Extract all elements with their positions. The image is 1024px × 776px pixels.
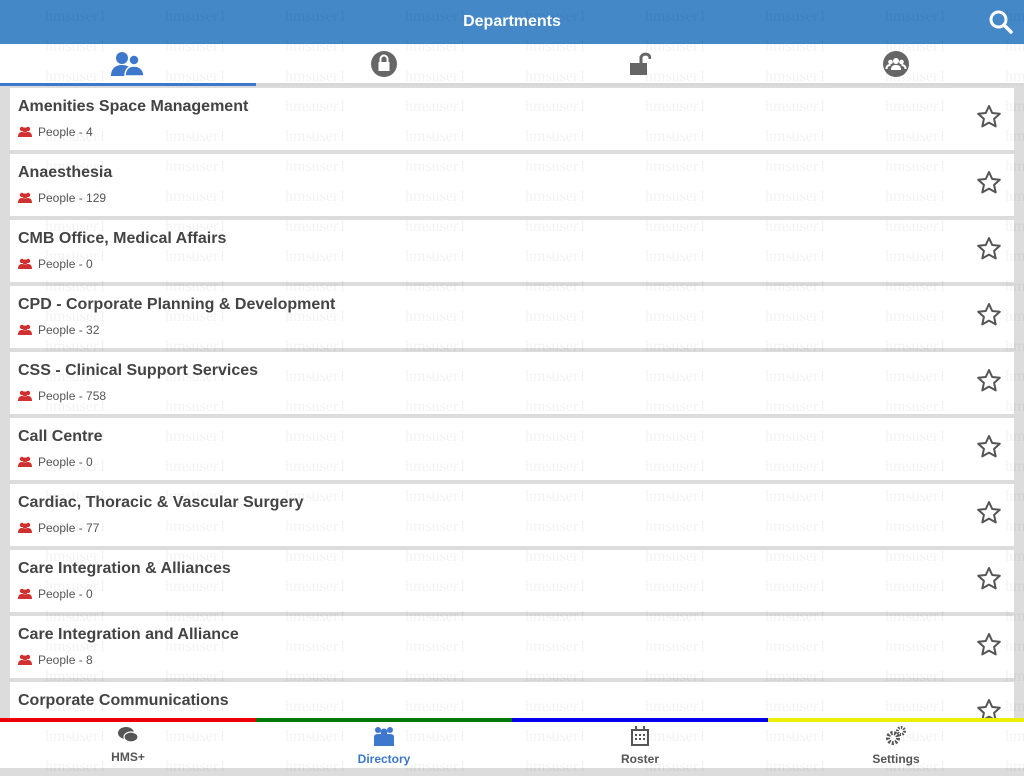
star-icon[interactable]: [976, 698, 1002, 724]
people-small-icon: [18, 522, 32, 533]
department-name: Corporate Communications: [18, 692, 229, 709]
search-icon[interactable]: [988, 9, 1014, 35]
page-title: Departments: [463, 13, 561, 30]
nav-hms[interactable]: HMS+: [0, 722, 256, 768]
people-count: People - 0: [18, 455, 1006, 469]
people-count-text: People - 0: [38, 455, 93, 469]
department-row[interactable]: CMB Office, Medical Affairs People - 0: [10, 220, 1014, 282]
star-icon[interactable]: [976, 632, 1002, 658]
tab-locked[interactable]: [256, 44, 512, 83]
star-icon[interactable]: [976, 368, 1002, 394]
star-icon[interactable]: [976, 302, 1002, 328]
people-count: People - 4: [18, 125, 1006, 139]
people-icon: [111, 51, 145, 77]
star-icon[interactable]: [976, 170, 1002, 196]
nav-label: Roster: [620, 752, 659, 766]
people-count-text: People - 758: [38, 389, 107, 403]
people-count: People - 0: [18, 257, 1006, 271]
chat-icon: [117, 726, 139, 747]
color-segment: [512, 718, 768, 722]
department-name: CMB Office, Medical Affairs: [18, 230, 227, 247]
department-list: Amenities Space Management People - 4 Anae…: [10, 88, 1014, 748]
department-row[interactable]: Cardiac, Thoracic & Vascular Surgery Peop…: [10, 484, 1014, 546]
color-segment: [768, 718, 1024, 722]
people-count: People - 129: [18, 191, 1006, 205]
people-count-text: People - 129: [38, 191, 107, 205]
star-icon[interactable]: [976, 500, 1002, 526]
nav-label: Directory: [357, 752, 411, 766]
tab-people[interactable]: [0, 44, 256, 86]
people-count-text: People - 0: [38, 587, 93, 601]
nav-label: Settings: [872, 752, 920, 766]
people-small-icon: [18, 654, 32, 665]
department-row[interactable]: Call Centre People - 0: [10, 418, 1014, 480]
people-count: People - 0: [18, 587, 1006, 601]
nav-settings[interactable]: Settings: [768, 722, 1024, 768]
people-count: People - 32: [18, 323, 1006, 337]
people-count-text: People - 0: [38, 257, 93, 271]
department-row[interactable]: CPD - Corporate Planning & Development Pe…: [10, 286, 1014, 348]
department-row[interactable]: CSS - Clinical Support Services People - …: [10, 352, 1014, 414]
header-bar: Departments: [0, 0, 1024, 44]
people-small-icon: [18, 588, 32, 599]
department-name: Cardiac, Thoracic & Vascular Surgery: [18, 494, 304, 511]
department-name: Amenities Space Management: [18, 98, 249, 115]
department-row[interactable]: Care Integration & Alliances People - 0: [10, 550, 1014, 612]
people-small-icon: [18, 126, 32, 137]
people-small-icon: [18, 390, 32, 401]
tab-bar: [0, 44, 1024, 86]
people-count-text: People - 32: [38, 323, 100, 337]
department-name: CSS - Clinical Support Services: [18, 362, 259, 379]
unlock-icon: [630, 52, 651, 75]
people-count-text: People - 4: [38, 125, 93, 139]
star-icon[interactable]: [976, 434, 1002, 460]
nav-label: HMS+: [111, 750, 145, 764]
people-count: People - 758: [18, 389, 1006, 403]
nav-directory[interactable]: Directory: [256, 722, 512, 768]
color-strip: [0, 718, 1024, 722]
people-small-icon: [18, 456, 32, 467]
gears-icon: [885, 726, 907, 749]
department-name: Care Integration and Alliance: [18, 626, 239, 643]
people-small-icon: [18, 324, 32, 335]
people-count-text: People - 77: [38, 521, 100, 535]
department-row[interactable]: Care Integration and Alliance People - 8: [10, 616, 1014, 678]
people-count: People - 8: [18, 653, 1006, 667]
people-small-icon: [18, 258, 32, 269]
lock-icon: [371, 50, 397, 77]
star-icon[interactable]: [976, 236, 1002, 262]
star-icon[interactable]: [976, 566, 1002, 592]
tab-unlocked[interactable]: [512, 44, 768, 83]
color-segment: [256, 718, 512, 722]
directory-icon: [373, 726, 395, 749]
tab-groups[interactable]: [768, 44, 1024, 83]
department-name: Care Integration & Alliances: [18, 560, 231, 577]
people-small-icon: [18, 192, 32, 203]
bottom-nav: HMS+ Directory Roster Settings: [0, 722, 1024, 768]
department-row[interactable]: Amenities Space Management People - 4: [10, 88, 1014, 150]
department-name: Call Centre: [18, 428, 103, 445]
nav-roster[interactable]: Roster: [512, 722, 768, 768]
star-icon[interactable]: [976, 104, 1002, 130]
calendar-icon: [630, 726, 650, 749]
department-name: CPD - Corporate Planning & Development: [18, 296, 336, 313]
group-icon: [883, 50, 909, 77]
color-segment: [0, 718, 256, 722]
people-count: People - 77: [18, 521, 1006, 535]
department-name: Anaesthesia: [18, 164, 113, 181]
people-count-text: People - 8: [38, 653, 93, 667]
department-row[interactable]: Anaesthesia People - 129: [10, 154, 1014, 216]
